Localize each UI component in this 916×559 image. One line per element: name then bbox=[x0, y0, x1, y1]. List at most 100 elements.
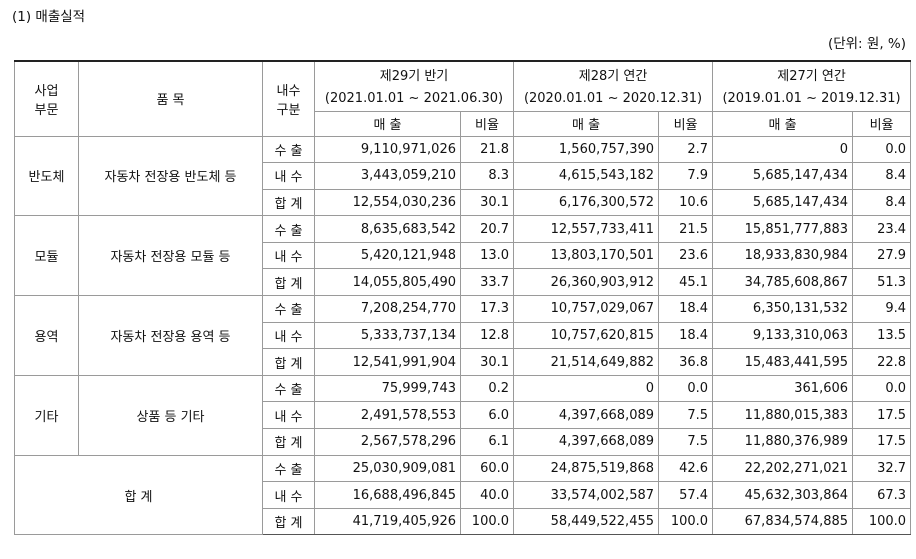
table-cell: 5,333,737,134 bbox=[314, 321, 461, 350]
table-cell: 2,491,578,553 bbox=[314, 401, 461, 430]
table-cell: 매 출 bbox=[712, 110, 854, 137]
table-cell: 18.4 bbox=[658, 295, 714, 323]
table-cell: 32.7 bbox=[852, 454, 912, 483]
table-cell: 수 출 bbox=[262, 135, 315, 164]
table-cell: 2.7 bbox=[658, 135, 714, 164]
table-cell: 57.4 bbox=[658, 481, 714, 509]
table-cell: 9,133,310,063 bbox=[712, 321, 854, 350]
table-row: 내 수 3,443,059,210 8.3 4,615,543,182 7.9 5,685… bbox=[15, 162, 912, 190]
table-cell: 4,397,668,089 bbox=[513, 428, 660, 456]
table-cell: 10,757,620,815 bbox=[513, 321, 660, 350]
table-cell: 9.4 bbox=[852, 295, 912, 323]
table-cell: 6,176,300,572 bbox=[513, 188, 660, 217]
table-cell: 60.0 bbox=[459, 454, 515, 483]
table-cell: 합 계 bbox=[14, 454, 263, 536]
title: (1) 매출실적 bbox=[12, 9, 86, 25]
table-cell: 5,420,121,948 bbox=[314, 241, 461, 270]
table-cell: 45.1 bbox=[658, 268, 714, 297]
table-cell: 13.0 bbox=[459, 241, 515, 270]
table-cell: 21.5 bbox=[658, 215, 714, 243]
table-cell: 0 bbox=[712, 135, 854, 164]
head-cell: 내수 구분 bbox=[262, 60, 315, 137]
table-cell: 25,030,909,081 bbox=[314, 454, 461, 483]
table-cell: 8.4 bbox=[852, 188, 912, 217]
table-cell: 내 수 bbox=[262, 401, 315, 430]
table-cell: 34,785,608,867 bbox=[712, 268, 854, 297]
table-cell: 100.0 bbox=[658, 507, 714, 536]
table-cell: 7.9 bbox=[658, 162, 714, 190]
table-cell: 수 출 bbox=[262, 454, 315, 483]
table-row: 내 수 2,491,578,553 6.0 4,397,668,089 7.5 11,88… bbox=[15, 401, 912, 430]
table-cell: 자동차 전장용 용역 등 bbox=[78, 295, 263, 376]
table-cell: 15,851,777,883 bbox=[712, 215, 854, 243]
table-row: 합 계 41,719,405,926 100.0 58,449,522,455 100.… bbox=[15, 507, 912, 536]
table-cell: 내 수 bbox=[262, 481, 315, 509]
table-cell: 내 수 bbox=[262, 241, 315, 270]
head-text: 내수 bbox=[276, 83, 301, 99]
table-cell: 매 출 bbox=[314, 110, 461, 137]
table-cell: 0 bbox=[513, 374, 660, 403]
period-name: 제27기 연간 bbox=[712, 60, 912, 86]
table-row: 내 수 5,420,121,948 13.0 13,803,170,501 23.6 18… bbox=[15, 241, 912, 270]
table-cell: 비율 bbox=[658, 110, 714, 137]
table-cell: 모듈 bbox=[14, 215, 79, 297]
table-cell: 상품 등 기타 bbox=[78, 374, 263, 456]
table-row: 합 계 14,055,805,490 33.7 26,360,903,912 45.1 3… bbox=[15, 268, 912, 297]
table-cell: 1,560,757,390 bbox=[513, 135, 660, 164]
table-cell: 27.9 bbox=[852, 241, 912, 270]
table-cell: 21,514,649,882 bbox=[513, 348, 660, 376]
period-name: 제29기 반기 bbox=[313, 60, 515, 86]
table-cell: 21.8 bbox=[459, 135, 515, 164]
table-cell: 합 계 bbox=[262, 428, 315, 456]
table-cell: 22,202,271,021 bbox=[712, 454, 854, 483]
table-cell: 10.6 bbox=[658, 188, 714, 217]
table-cell: 30.1 bbox=[459, 348, 515, 376]
table-cell: 비율 bbox=[852, 110, 912, 137]
table-cell: 비율 bbox=[459, 110, 515, 137]
table-cell: 0.2 bbox=[459, 374, 515, 403]
table-row: 합 계 12,541,991,904 30.1 21,514,649,882 36.8 1… bbox=[15, 348, 912, 376]
table-cell: 수 출 bbox=[262, 295, 315, 323]
table-cell: 67,834,574,885 bbox=[712, 507, 854, 536]
table-cell: 6.0 bbox=[459, 401, 515, 430]
table-cell: 22.8 bbox=[852, 348, 912, 376]
table-cell: 3,443,059,210 bbox=[314, 162, 461, 190]
table-cell: 12,557,733,411 bbox=[513, 215, 660, 243]
table-cell: 7.5 bbox=[658, 428, 714, 456]
table-cell: 17.5 bbox=[852, 401, 912, 430]
head-cell: 품 목 bbox=[78, 60, 263, 137]
table-cell: 0.0 bbox=[658, 374, 714, 403]
table-cell: 5,685,147,434 bbox=[712, 162, 854, 190]
table-cell: 12,541,991,904 bbox=[314, 348, 461, 376]
table-cell: 13,803,170,501 bbox=[513, 241, 660, 270]
table-row: 합 계 12,554,030,236 30.1 6,176,300,572 10.6 5,… bbox=[15, 188, 912, 217]
unit-note: (단위: 원, %) bbox=[827, 36, 906, 52]
table-cell: 4,397,668,089 bbox=[513, 401, 660, 430]
table-row: 내 수 5,333,737,134 12.8 10,757,620,815 18.4 9,… bbox=[15, 321, 912, 350]
table-cell: 75,999,743 bbox=[314, 374, 461, 403]
table-cell: 33,574,002,587 bbox=[513, 481, 660, 509]
table-cell: 6,350,131,532 bbox=[712, 295, 854, 323]
table-cell: 51.3 bbox=[852, 268, 912, 297]
table-cell: 42.6 bbox=[658, 454, 714, 483]
table-cell: 자동차 전장용 모듈 등 bbox=[78, 215, 263, 297]
table-cell: 내 수 bbox=[262, 162, 315, 190]
table-cell: 반도체 bbox=[14, 135, 79, 217]
table-cell: 17.3 bbox=[459, 295, 515, 323]
table-row: 내 수 16,688,496,845 40.0 33,574,002,587 57.4 4… bbox=[15, 481, 912, 509]
table-cell: 0.0 bbox=[852, 135, 912, 164]
table-cell: 17.5 bbox=[852, 428, 912, 456]
table-cell: 합 계 bbox=[262, 268, 315, 297]
table-cell: 15,483,441,595 bbox=[712, 348, 854, 376]
table-cell: 13.5 bbox=[852, 321, 912, 350]
head-cell: 사업 부문 bbox=[14, 60, 79, 137]
table-cell: 58,449,522,455 bbox=[513, 507, 660, 536]
table-cell: 합 계 bbox=[262, 188, 315, 217]
table-cell: 33.7 bbox=[459, 268, 515, 297]
table-cell: 수 출 bbox=[262, 215, 315, 243]
table-cell: 100.0 bbox=[852, 507, 912, 536]
